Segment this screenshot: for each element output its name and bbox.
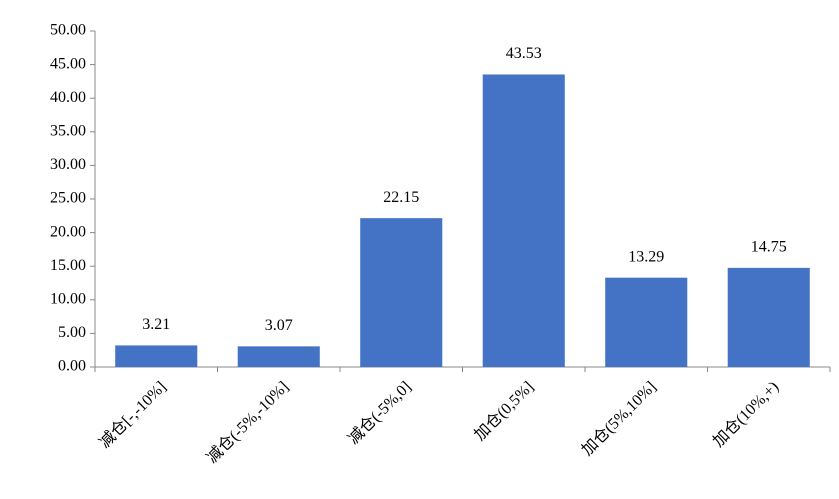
y-tick-label: 25.00 bbox=[50, 190, 86, 207]
y-tick-label: 45.00 bbox=[50, 55, 86, 72]
data-label: 3.07 bbox=[265, 317, 293, 334]
x-tick-label: 加仓(0,5%] bbox=[471, 378, 537, 444]
y-tick-label: 50.00 bbox=[50, 22, 86, 39]
x-tick-label: 加仓(5%,10%] bbox=[578, 378, 660, 460]
data-label: 43.53 bbox=[506, 45, 542, 62]
y-tick-label: 10.00 bbox=[50, 290, 86, 307]
y-tick-label: 40.00 bbox=[50, 89, 86, 106]
bar bbox=[360, 218, 443, 367]
data-label: 13.29 bbox=[628, 248, 664, 265]
x-tick-label: 减仓(-5%,0] bbox=[344, 378, 414, 448]
data-label: 3.21 bbox=[142, 316, 170, 333]
x-tick-label: 减仓[-,-10%] bbox=[96, 378, 170, 452]
x-tick-label: 减仓(-5%,-10%] bbox=[203, 378, 292, 467]
bar bbox=[727, 267, 810, 367]
data-label: 14.75 bbox=[751, 239, 787, 256]
y-tick-label: 30.00 bbox=[50, 156, 86, 173]
y-tick-label: 20.00 bbox=[50, 223, 86, 240]
y-tick-label: 35.00 bbox=[50, 122, 86, 139]
bar bbox=[237, 346, 320, 367]
bar bbox=[482, 74, 565, 368]
y-tick-label: 15.00 bbox=[50, 257, 86, 274]
x-tick-label: 加仓(10%,+) bbox=[709, 378, 782, 451]
bar bbox=[605, 277, 688, 367]
data-label: 22.15 bbox=[383, 189, 419, 206]
y-tick-label: 5.00 bbox=[58, 324, 86, 341]
y-tick-label: 0.00 bbox=[58, 358, 86, 375]
bar bbox=[115, 345, 198, 367]
